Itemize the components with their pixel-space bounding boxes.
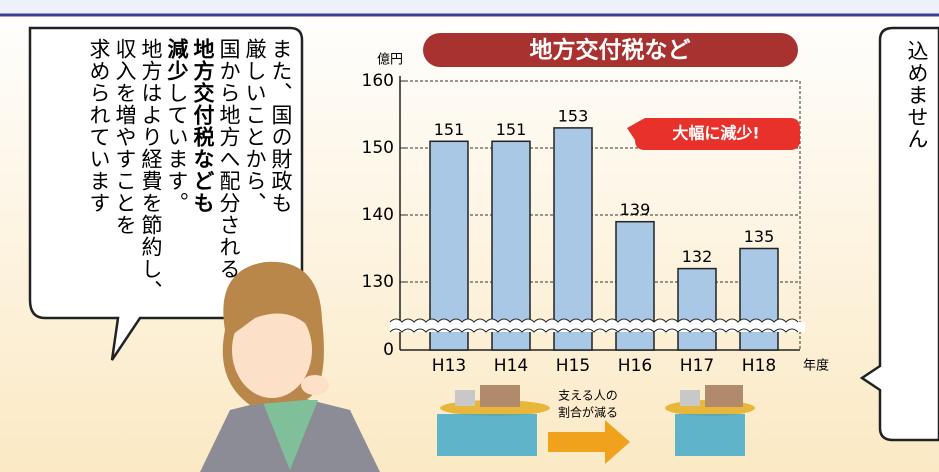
bar [678,269,716,350]
value-label: 139 [620,200,651,219]
text-part: しています。 [165,82,189,214]
x-tick-label: H18 [742,356,776,376]
value-label: 151 [496,120,527,139]
value-label: 151 [434,120,465,139]
x-tick-label: H16 [618,356,652,376]
bar [740,249,778,351]
text-line: 地方交付税なども [191,38,215,214]
y-tick-label: 150 [362,138,394,158]
value-label: 132 [682,247,713,266]
bar [492,141,530,350]
x-tick-label: H15 [556,356,590,376]
value-label: 153 [558,106,589,125]
text-line: また、国の財政も [269,38,293,214]
chart-title: 地方交付税など [530,37,691,64]
y-tick-label: 140 [362,205,394,225]
text-line: 厳しいことから、 [243,38,267,214]
x-tick-label: H17 [680,356,714,376]
annotation: 大幅に減少! [672,124,759,143]
y-unit: 億円 [377,52,403,68]
illustration-caption: 支える人の [558,389,618,403]
x-tick-label: H13 [432,356,466,376]
bar [430,141,468,350]
text-bold: 減少 [165,38,189,82]
text-line: 地方はより経費を節約し、 [139,38,163,302]
y-tick-label: 0 [383,340,394,360]
x-unit: 年度 [803,358,829,374]
x-tick-label: H14 [494,356,528,376]
text-line: 求められています [87,38,111,214]
y-tick-label: 130 [362,272,394,292]
text-line: 国から地方へ配分される [217,38,241,280]
right-text: 込めません [902,40,932,150]
page: 地方交付税など 億円 年度 0 130 140 150 160 H13 151 H14 151 H… [0,0,939,472]
bar [554,128,592,350]
y-tick-label: 160 [362,71,394,91]
value-label: 135 [744,227,775,246]
left-text: また、国の財政も 厳しいことから、 国から地方へ配分される 地方交付税なども 減… [86,38,294,318]
text-line: 収入を増やすことを [113,38,137,236]
illustration-caption: 割合が減る [558,405,618,420]
